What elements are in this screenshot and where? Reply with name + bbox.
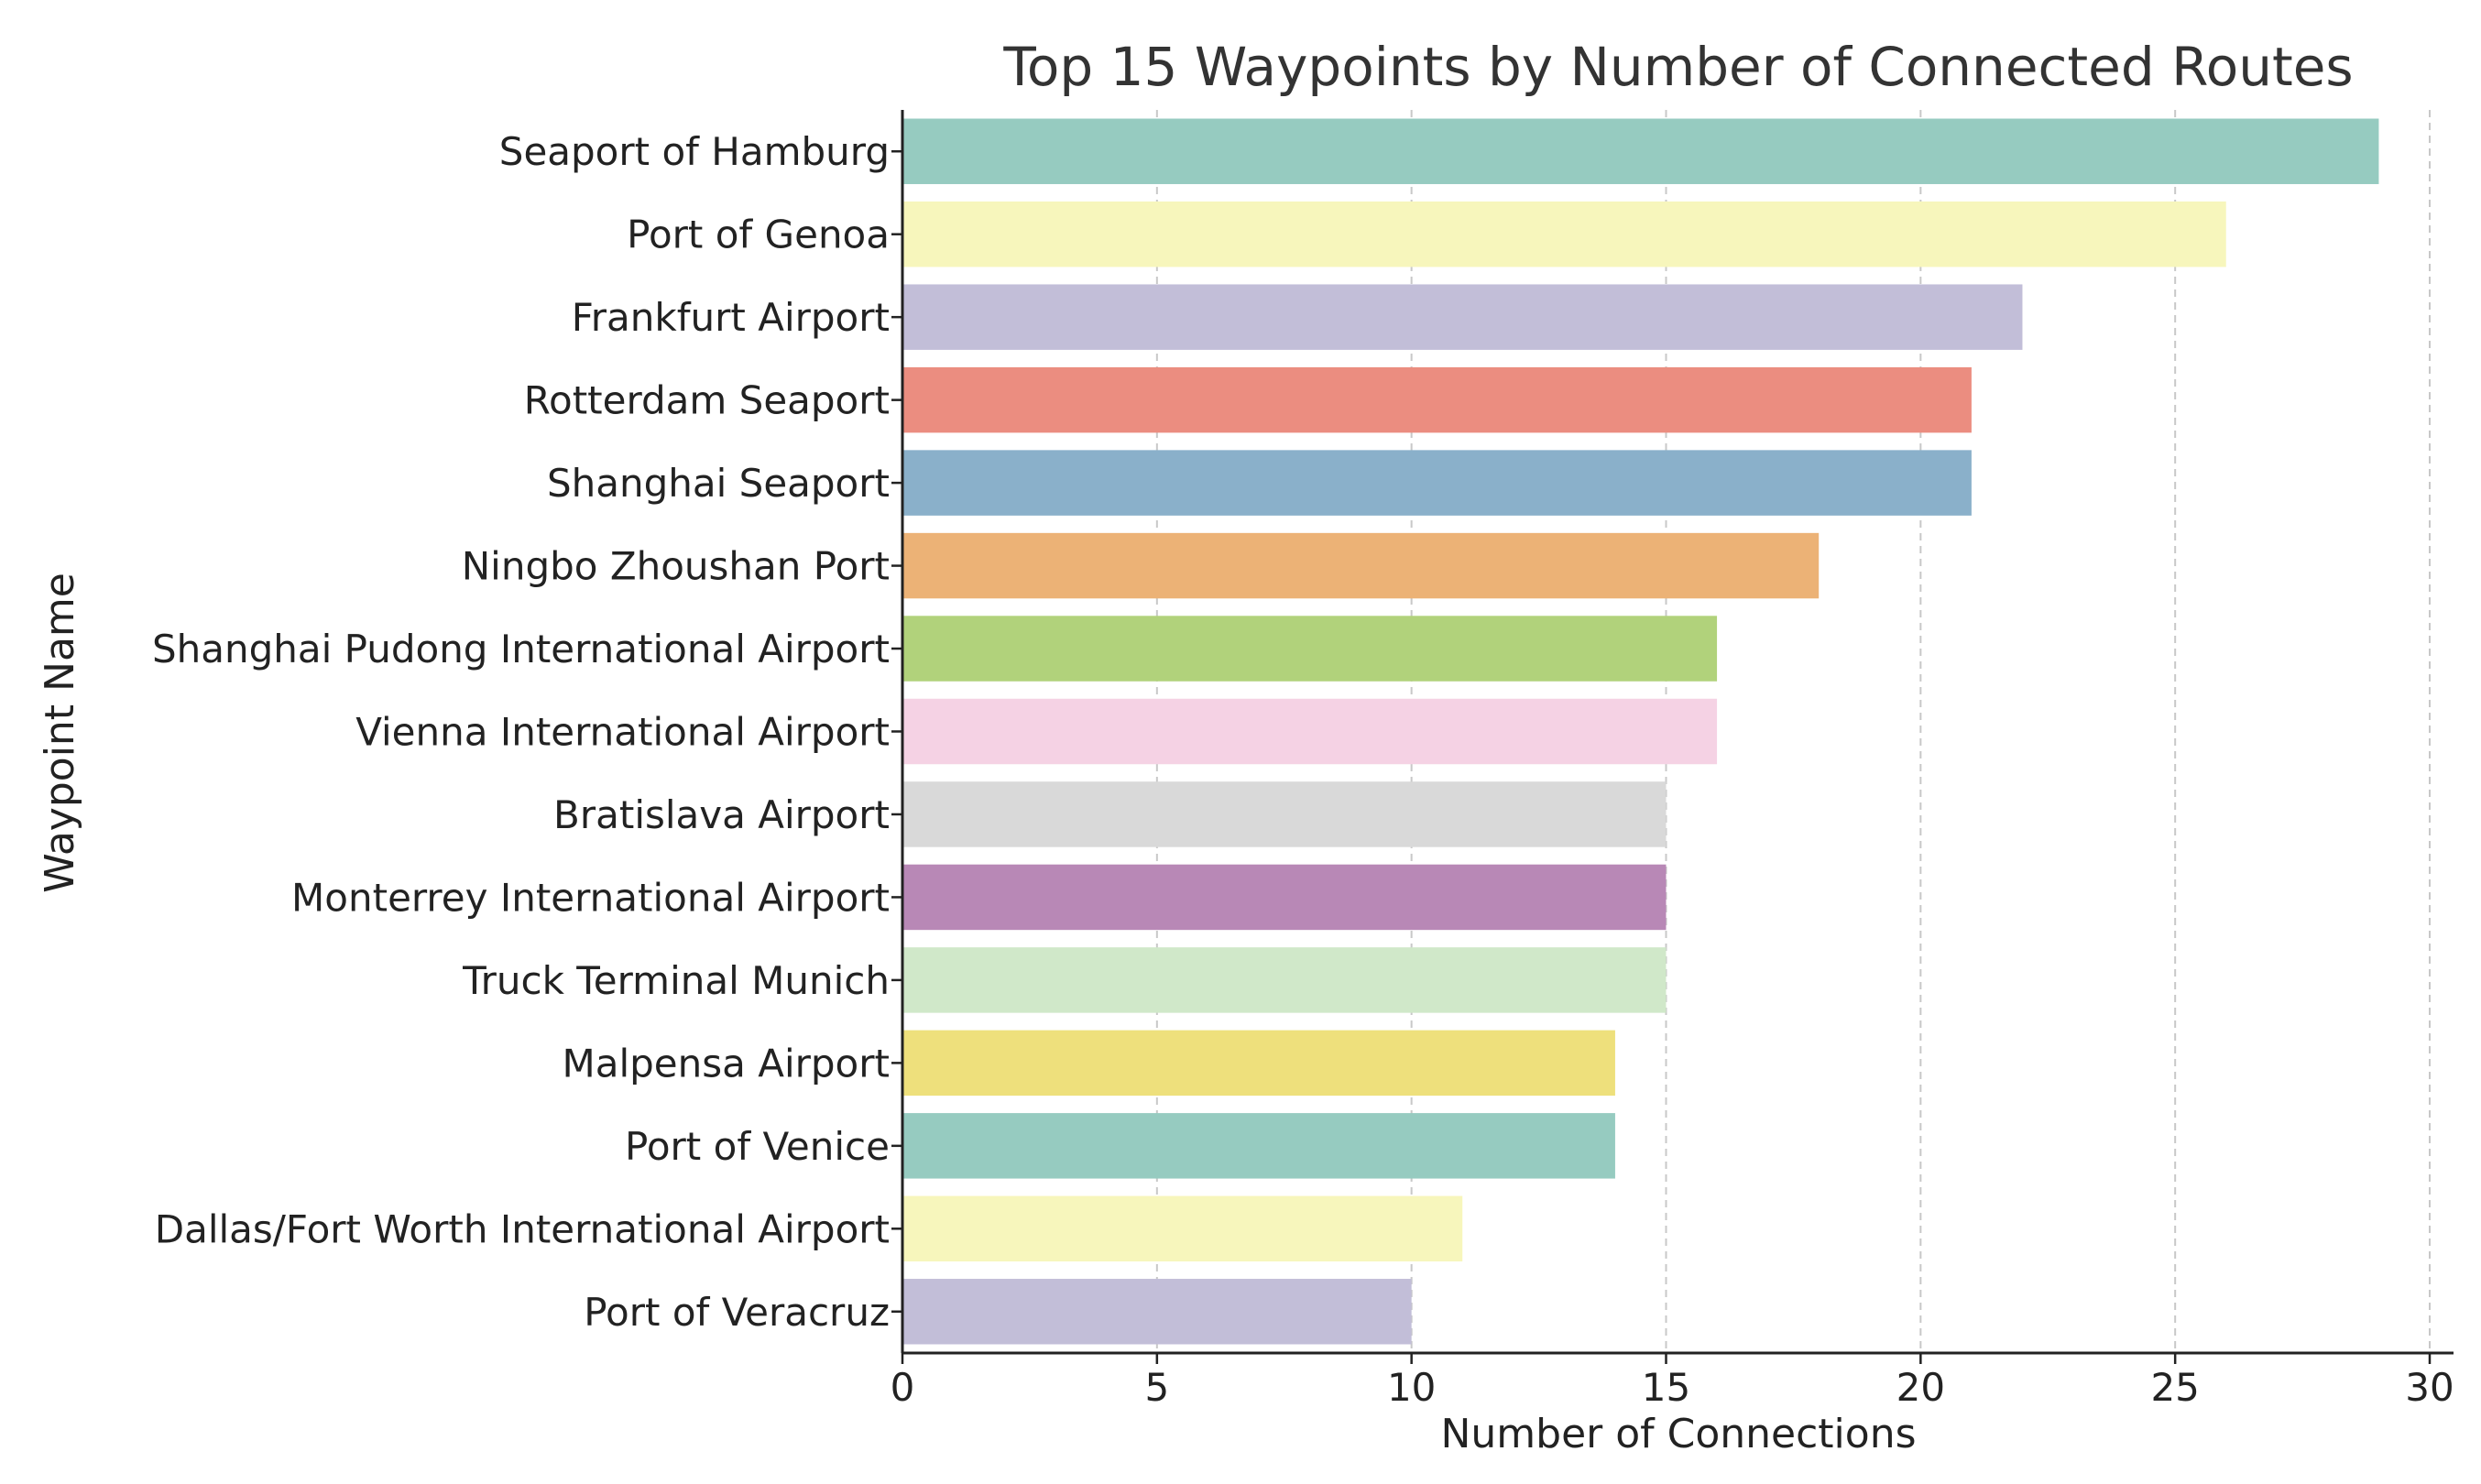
- bar-6: [902, 532, 1820, 599]
- axes: [891, 110, 2454, 1364]
- x-tick-label: 10: [1387, 1365, 1436, 1410]
- category-label: Dallas/Fort Worth International Airport: [155, 1206, 890, 1251]
- bar-5: [902, 450, 1972, 516]
- category-label: Shanghai Seaport: [547, 461, 890, 506]
- category-label: Port of Veracruz: [584, 1290, 890, 1335]
- x-tick-label: 0: [891, 1365, 915, 1410]
- bar-11: [902, 947, 1667, 1013]
- bar-8: [902, 698, 1718, 765]
- bar-10: [902, 864, 1667, 931]
- bar-9: [902, 781, 1667, 847]
- category-label: Malpensa Airport: [563, 1041, 891, 1086]
- bar-4: [902, 366, 1972, 433]
- category-label: Port of Genoa: [627, 213, 890, 257]
- category-label: Frankfurt Airport: [572, 295, 890, 340]
- bar-12: [902, 1030, 1615, 1097]
- category-label: Bratislava Airport: [553, 792, 890, 837]
- bar-15: [902, 1279, 1412, 1345]
- x-tick-label: 5: [1144, 1365, 1169, 1410]
- x-axis-label: Number of Connections: [1440, 1411, 1916, 1457]
- bar-14: [902, 1195, 1463, 1262]
- bar-13: [902, 1113, 1615, 1179]
- category-label: Ningbo Zhoushan Port: [462, 544, 890, 589]
- bar-1: [902, 118, 2379, 184]
- bars: [902, 118, 2379, 1345]
- tick-labels: 0 5 10 15 20 25 30: [891, 1365, 2454, 1410]
- bar-2: [902, 201, 2226, 267]
- bar-3: [902, 284, 2023, 350]
- x-tick-label: 15: [1642, 1365, 1690, 1410]
- x-tick-label: 30: [2405, 1365, 2454, 1410]
- x-tick-label: 20: [1896, 1365, 1945, 1410]
- category-label: Shanghai Pudong International Airport: [152, 627, 890, 671]
- y-axis-label: Waypoint Name: [37, 573, 83, 893]
- category-label: Vienna International Airport: [355, 710, 890, 755]
- chart-title: Top 15 Waypoints by Number of Connected …: [1002, 36, 2353, 98]
- x-tick-label: 25: [2150, 1365, 2199, 1410]
- category-label: Monterrey International Airport: [291, 875, 890, 920]
- category-label: Rotterdam Seaport: [524, 378, 890, 423]
- category-label: Port of Venice: [625, 1124, 890, 1169]
- bar-7: [902, 616, 1718, 682]
- category-label: Truck Terminal Munich: [462, 958, 890, 1003]
- category-label: Seaport of Hamburg: [499, 129, 890, 174]
- category-labels: Seaport of Hamburg Port of Genoa Frankfurt…: [152, 129, 890, 1335]
